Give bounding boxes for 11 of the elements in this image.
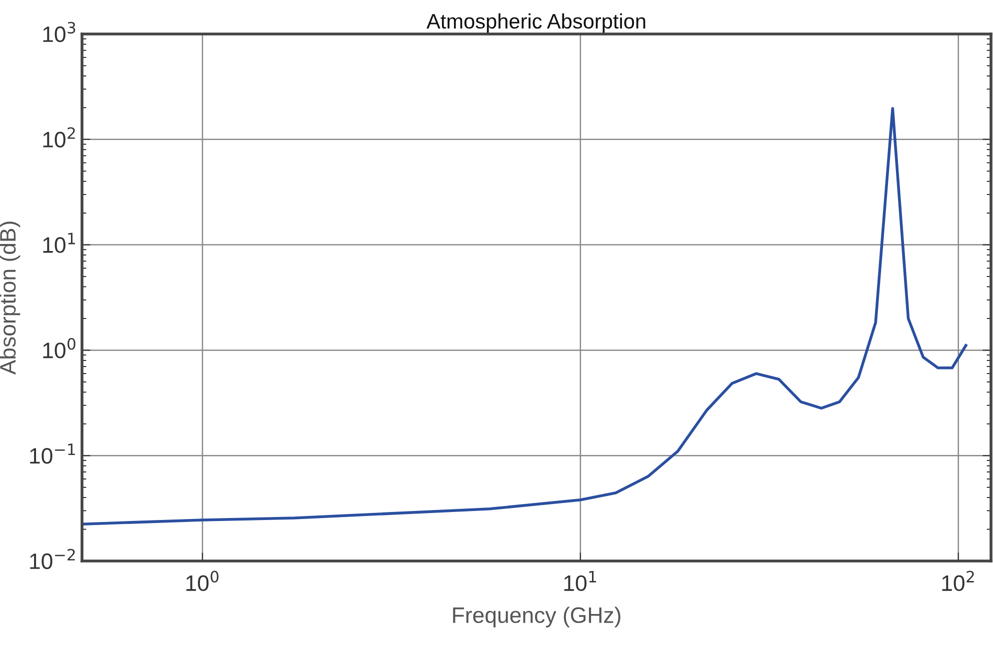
x-axis-title: Frequency (GHz)	[453, 606, 620, 628]
y-tick-label: 10$^{−1}$	[30, 444, 75, 464]
y-tick-label: 10$^{0}$	[43, 338, 76, 358]
chart-title: Atmospheric Absorption	[426, 13, 646, 33]
y-tick-label: 10$^{3}$	[43, 22, 76, 42]
y-tick-label: 10$^{1}$	[43, 232, 75, 253]
y-tick-label: 10$^{2}$	[43, 127, 75, 148]
x-tick-label: 10$^{2}$	[942, 570, 974, 592]
x-tick-label: 10$^{1}$	[564, 570, 596, 592]
x-tick-label: 10$^{0}$	[186, 570, 218, 592]
y-tick-label: 10$^{−2}$	[30, 548, 75, 570]
